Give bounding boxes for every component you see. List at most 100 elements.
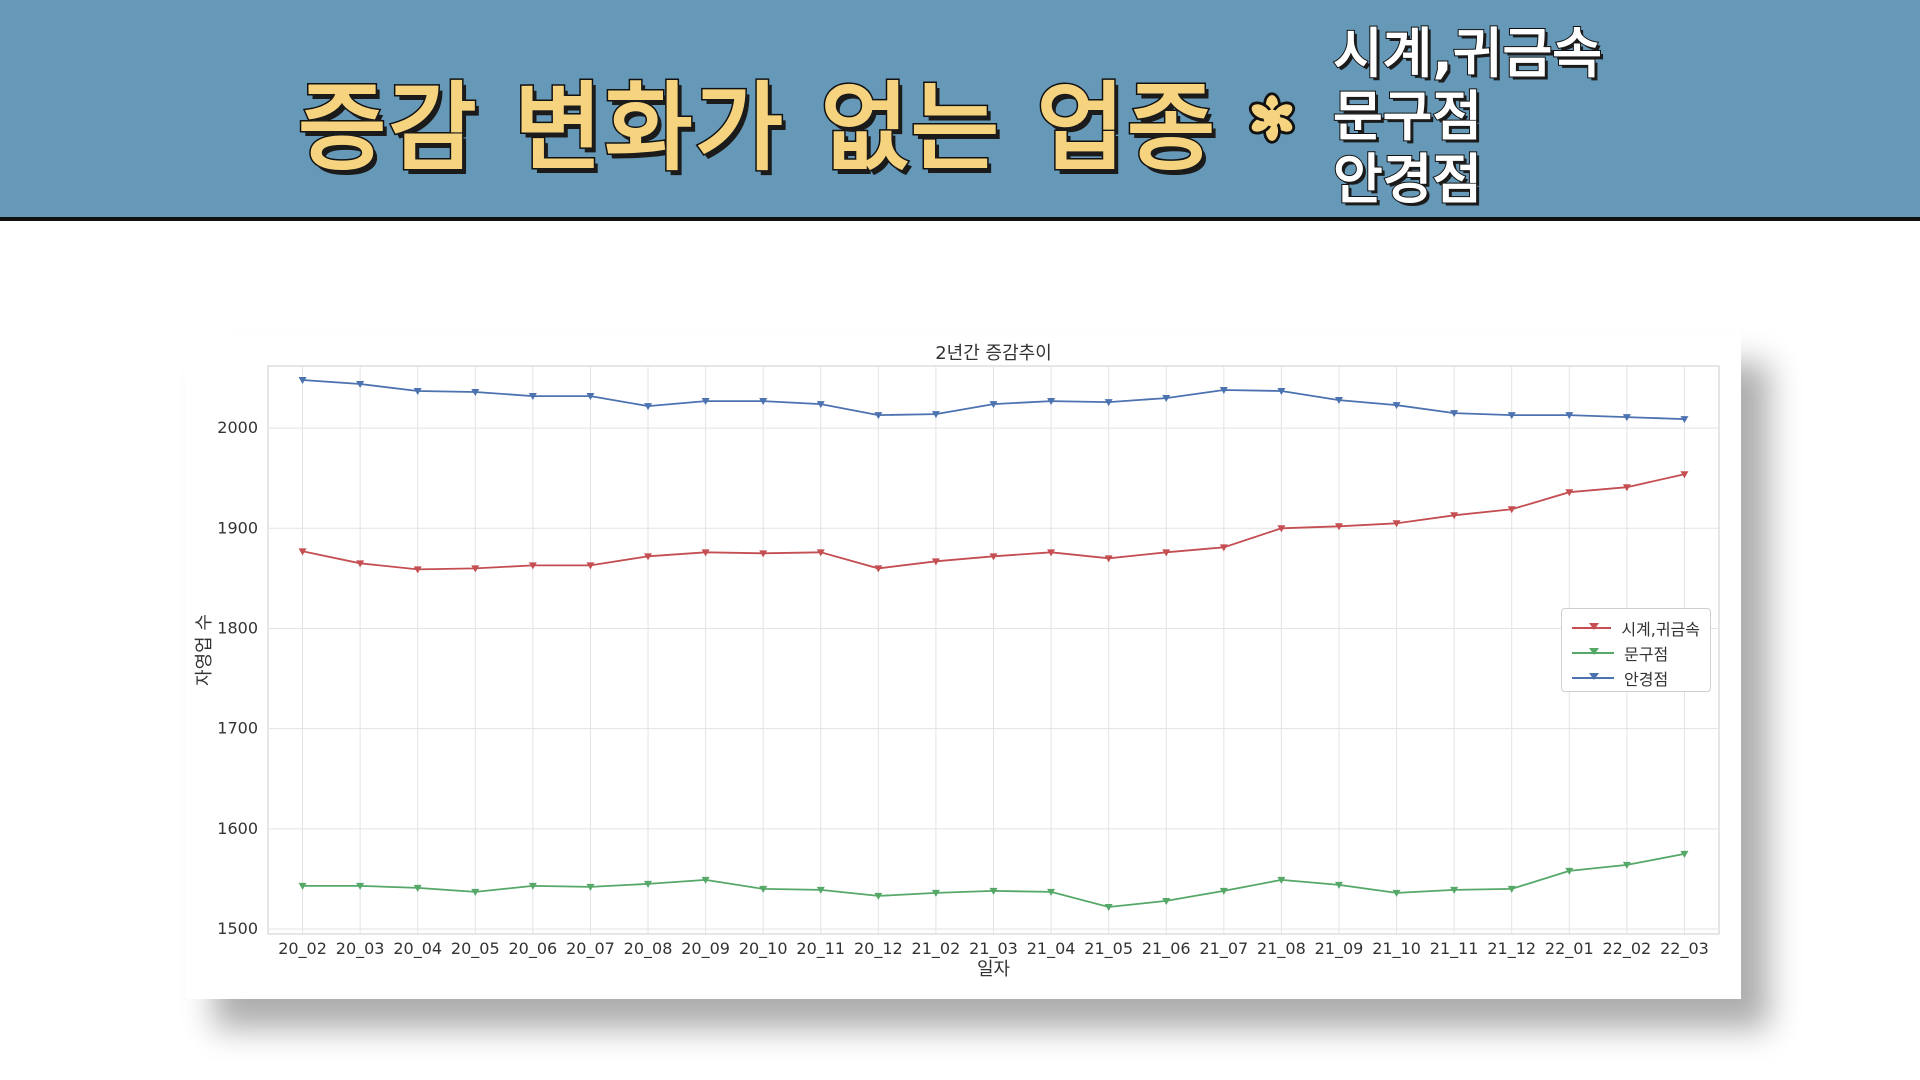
data-point-marker [1565, 412, 1574, 420]
data-point-marker [931, 889, 940, 897]
data-point-marker [1450, 886, 1459, 894]
data-point-marker [413, 566, 422, 574]
data-point-marker [1104, 399, 1113, 407]
data-point-marker [1680, 850, 1689, 858]
data-point-marker [1450, 512, 1459, 520]
x-tick-label: 21_03 [969, 939, 1018, 959]
header-banner: 증감 변화가 없는 업종 시계,귀금속 문구점 안경점 [0, 0, 1920, 221]
data-point-marker [1680, 471, 1689, 479]
data-point-marker [298, 548, 307, 556]
data-point-marker [1277, 525, 1286, 533]
data-point-marker [759, 398, 768, 406]
data-point-marker [1047, 398, 1056, 406]
data-point-marker [1104, 903, 1113, 911]
x-tick-label: 21_10 [1372, 939, 1421, 959]
category-list: 시계,귀금속 문구점 안경점 [1332, 21, 1603, 212]
data-point-marker [1219, 887, 1228, 895]
chart-title: 2년간 증감추이 [935, 343, 1052, 364]
x-tick-label: 22_03 [1660, 939, 1709, 959]
x-tick-label: 21_09 [1315, 939, 1364, 959]
x-tick-label: 21_06 [1142, 939, 1191, 959]
category-list-item: 문구점 [1332, 84, 1483, 149]
x-tick-label: 22_02 [1603, 939, 1652, 959]
data-point-marker [471, 389, 480, 397]
data-point-marker [471, 565, 480, 573]
y-tick-label: 1700 [217, 719, 258, 738]
data-point-marker [1334, 881, 1343, 889]
data-point-marker [816, 886, 825, 894]
data-point-marker [298, 377, 307, 385]
data-point-marker [586, 562, 595, 570]
data-point-marker [1219, 544, 1228, 552]
chart-card: 20_02 20_03 20_04 20_05 20_06 20_07 20_08 20_09… [186, 333, 1741, 999]
line-chart: 20_02 20_03 20_04 20_05 20_06 20_07 20_08 20_09… [194, 343, 1720, 980]
x-tick-label: 21_11 [1430, 939, 1479, 959]
legend-item: 시계,귀금속 [1572, 615, 1700, 640]
x-tick-label: 20_12 [854, 939, 903, 959]
legend-label: 문구점 [1624, 644, 1669, 664]
x-axis-label: 일자 [977, 959, 1011, 980]
x-tick-label: 21_04 [1027, 939, 1076, 959]
data-point-marker [874, 892, 883, 900]
x-tick-label: 20_10 [739, 939, 788, 959]
data-point-marker [1162, 395, 1171, 403]
legend-swatch [1572, 672, 1614, 680]
data-point-marker [759, 550, 768, 558]
data-point-marker [1104, 555, 1113, 563]
x-tick-label: 20_05 [451, 939, 500, 959]
data-point-marker [528, 393, 537, 401]
legend-item: 문구점 [1572, 640, 1700, 665]
data-point-marker [1680, 416, 1689, 424]
data-point-marker [1277, 388, 1286, 396]
data-point-marker [644, 403, 653, 411]
data-point-marker [413, 884, 422, 892]
data-point-marker [644, 553, 653, 561]
legend-item: 안경점 [1572, 665, 1700, 690]
data-point-marker [989, 887, 998, 895]
x-tick-label: 22_01 [1545, 939, 1594, 959]
y-tick-label: 1900 [217, 518, 258, 537]
data-point-marker [1162, 549, 1171, 557]
headline: 증감 변화가 없는 업종 [296, 71, 1218, 186]
data-point-marker [701, 549, 710, 557]
data-point-marker [1047, 549, 1056, 557]
data-point-marker [1507, 412, 1516, 420]
x-tick-label: 20_06 [509, 939, 558, 959]
data-point-marker [1622, 414, 1631, 422]
data-point-marker [1450, 410, 1459, 418]
data-point-marker [413, 388, 422, 396]
data-point-marker [874, 565, 883, 573]
flower-asterisk-icon [1248, 92, 1296, 144]
data-point-marker [701, 876, 710, 884]
x-tick-label: 20_04 [393, 939, 442, 959]
data-point-marker [528, 562, 537, 570]
category-list-item: 시계,귀금속 [1332, 21, 1603, 86]
data-point-marker [1392, 402, 1401, 410]
data-point-marker [759, 885, 768, 893]
data-point-marker [1392, 889, 1401, 897]
y-tick-label: 2000 [217, 418, 258, 437]
y-tick-label: 1600 [217, 819, 258, 838]
x-tick-label: 20_07 [566, 939, 615, 959]
data-point-marker [816, 401, 825, 409]
y-tick-label: 1500 [217, 919, 258, 938]
x-tick-label: 21_08 [1257, 939, 1306, 959]
data-point-marker [356, 882, 365, 890]
y-tick-label: 1800 [217, 618, 258, 637]
data-point-marker [816, 549, 825, 557]
x-tick-label: 21_05 [1084, 939, 1133, 959]
data-point-marker [644, 880, 653, 888]
data-point-marker [1219, 387, 1228, 395]
data-point-marker [586, 883, 595, 891]
chart-legend: 시계,귀금속 문구점 안경점 [1561, 608, 1711, 692]
data-point-marker [1392, 520, 1401, 528]
x-tick-label: 21_07 [1199, 939, 1248, 959]
data-point-marker [1334, 523, 1343, 531]
legend-label: 시계,귀금속 [1621, 619, 1700, 639]
data-point-marker [356, 381, 365, 389]
data-point-marker [1565, 489, 1574, 497]
data-point-marker [586, 393, 595, 401]
data-point-marker [1277, 876, 1286, 884]
data-point-marker [1507, 506, 1516, 514]
data-point-marker [1334, 397, 1343, 405]
